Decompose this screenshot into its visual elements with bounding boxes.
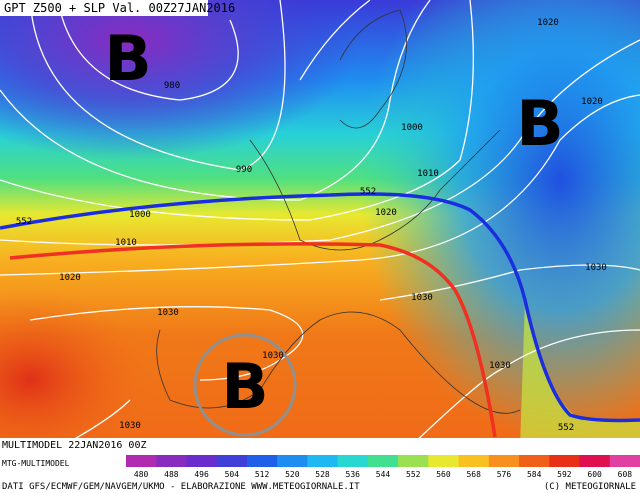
low-field xyxy=(360,0,640,440)
legend-swatch xyxy=(458,455,490,467)
geopotential-label: 552 xyxy=(360,187,376,197)
title-box xyxy=(0,0,208,16)
coastline xyxy=(339,9,408,129)
legend-swatch xyxy=(186,455,218,467)
legend-swatch xyxy=(428,455,460,467)
legend-swatch xyxy=(277,455,308,467)
legend-label: 600 xyxy=(587,470,602,479)
legend-label: 496 xyxy=(194,470,209,479)
pressure-center: B xyxy=(221,350,268,423)
isobar-label: 1030 xyxy=(411,293,433,303)
isobar-label: 1010 xyxy=(417,169,439,179)
legend-swatch xyxy=(488,455,520,467)
legend-swatch xyxy=(246,455,278,467)
isobar xyxy=(0,0,474,221)
pressure-center: B xyxy=(104,22,151,95)
isobar xyxy=(0,0,431,201)
legend-swatch xyxy=(307,455,339,467)
isobar-label: 1000 xyxy=(129,210,151,220)
legend-swatch xyxy=(126,455,157,467)
legend-label: 480 xyxy=(134,470,149,479)
geopotential-label: 552 xyxy=(16,217,32,227)
legend-label: 488 xyxy=(164,470,179,479)
legend-label: 552 xyxy=(406,470,421,479)
legend-label: 544 xyxy=(376,470,391,479)
isobar xyxy=(299,0,371,81)
isobar-label: 1030 xyxy=(157,308,179,318)
legend-label: 528 xyxy=(315,470,330,479)
pressure-center: B xyxy=(516,87,563,160)
legend-label: 576 xyxy=(497,470,512,479)
isobar xyxy=(29,0,286,171)
legend-swatch xyxy=(367,455,399,467)
legend-label: 536 xyxy=(346,470,361,479)
legend-label: 560 xyxy=(436,470,451,479)
legend-label: 584 xyxy=(527,470,542,479)
legend-label: 512 xyxy=(255,470,270,479)
run: MULTIMODEL 22JAN2016 00Z xyxy=(2,440,147,451)
legend-label: 504 xyxy=(225,470,240,479)
legend-label: 608 xyxy=(618,470,633,479)
coastline xyxy=(156,311,521,414)
title: GPT Z500 + SLP Val. 00Z27JAN2016 xyxy=(4,1,235,15)
isobar-label: 1010 xyxy=(115,238,137,248)
legend-swatch xyxy=(549,455,581,467)
legend-swatch xyxy=(337,455,369,467)
legend-swatch xyxy=(519,455,550,467)
isobar-label: 1030 xyxy=(119,421,141,431)
isobar xyxy=(59,9,239,101)
low-field xyxy=(0,0,360,160)
axis-line xyxy=(9,242,497,438)
legend-swatch xyxy=(579,455,611,467)
isobar xyxy=(409,329,640,448)
legend-label: 568 xyxy=(466,470,481,479)
isobar xyxy=(0,94,640,276)
isobar xyxy=(379,264,640,301)
isobar xyxy=(29,306,304,381)
isobar-label: 1020 xyxy=(375,208,397,218)
isobar-label: 1020 xyxy=(581,97,603,107)
legend-label: 592 xyxy=(557,470,572,479)
credits: DATI GFS/ECMWF/GEM/NAVGEM/UKMO - ELABORA… xyxy=(2,482,360,492)
ridge-field xyxy=(520,300,640,447)
legend-swatch xyxy=(609,455,640,467)
coastline xyxy=(249,129,501,251)
trough-line xyxy=(0,192,640,423)
high-field xyxy=(0,290,150,470)
legend-swatch xyxy=(156,455,187,467)
highlight-circle xyxy=(193,333,297,437)
isobar-label: 1030 xyxy=(489,361,511,371)
legend-label: 520 xyxy=(285,470,300,479)
isobar-label: 990 xyxy=(236,165,252,175)
isobar xyxy=(0,39,640,246)
model: MTG-MULTIMODEL xyxy=(2,459,70,468)
legend-swatch xyxy=(398,455,429,467)
coastlines xyxy=(156,9,521,414)
copyright: (C) METEOGIORNALE xyxy=(544,482,636,492)
isobar-label: 1020 xyxy=(537,18,559,28)
legend-swatch xyxy=(216,455,248,467)
isobar-label: 1030 xyxy=(585,263,607,273)
isobar-label: 1030 xyxy=(262,351,284,361)
geopotential-label: 552 xyxy=(558,423,574,433)
isobar-label: 980 xyxy=(164,81,180,91)
isobar-label: 1020 xyxy=(59,273,81,283)
isobar-label: 1000 xyxy=(401,123,423,133)
